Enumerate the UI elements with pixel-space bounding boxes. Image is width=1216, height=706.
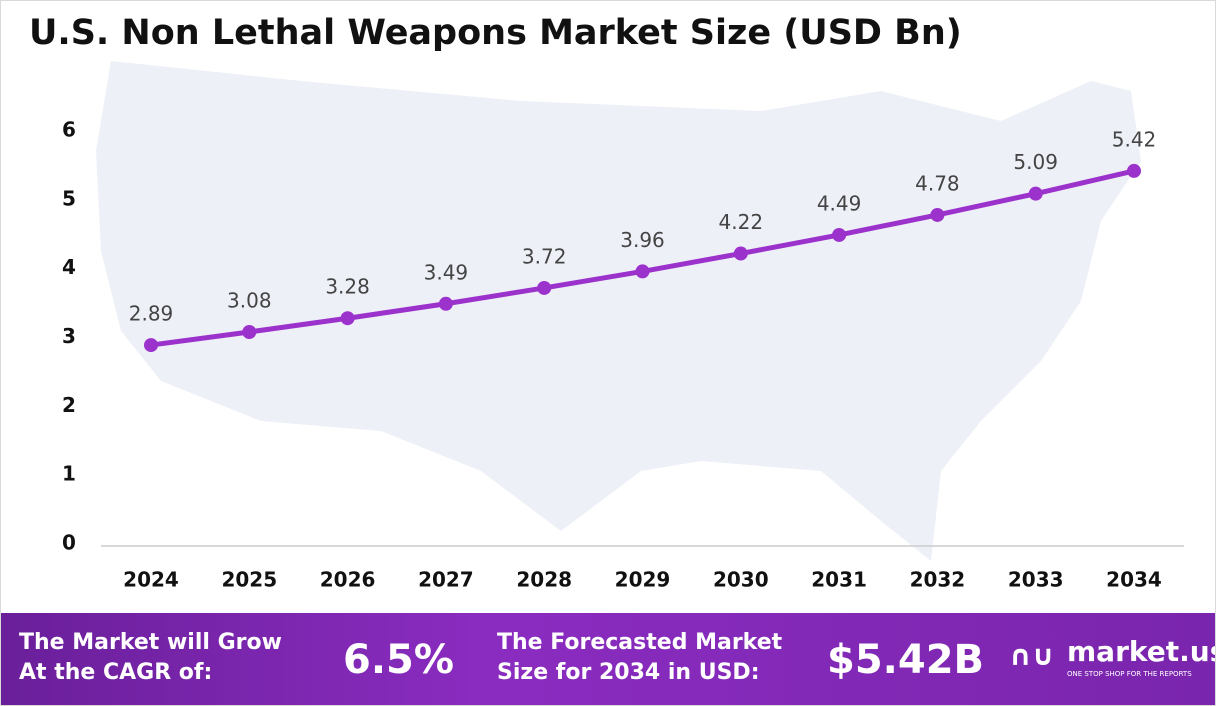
chart-title: U.S. Non Lethal Weapons Market Size (USD…: [29, 13, 962, 53]
marker: [832, 227, 847, 242]
y-tick-label: 5: [62, 186, 76, 210]
map-background: [96, 61, 1141, 561]
value-label: 3.08: [227, 288, 272, 312]
chart: U.S. Non Lethal Weapons Market Size (USD…: [29, 13, 1184, 592]
value-label: 5.09: [1013, 150, 1058, 174]
forecast-value: $5.42B: [827, 637, 985, 683]
value-label: 3.49: [424, 260, 469, 284]
forecast-text: The Forecasted Market: [497, 630, 783, 655]
x-tick-label: 2028: [516, 568, 572, 592]
y-tick-label: 4: [62, 255, 76, 279]
x-tick-label: 2033: [1008, 568, 1064, 592]
x-tick-label: 2026: [320, 568, 376, 592]
x-tick-label: 2030: [713, 568, 769, 592]
marker: [144, 338, 158, 353]
cagr-value: 6.5%: [343, 637, 454, 683]
y-tick-label: 0: [62, 531, 76, 555]
logo-tagline: ONE STOP SHOP FOR THE REPORTS: [1067, 670, 1192, 678]
value-label: 4.22: [719, 210, 764, 234]
marker: [537, 280, 552, 295]
logo: market.us: [1067, 635, 1216, 668]
footer-banner: The Market will Grow At the CAGR of: 6.5…: [1, 613, 1216, 705]
marker: [438, 296, 453, 311]
x-tick-label: 2034: [1106, 568, 1162, 592]
y-tick-label: 3: [62, 324, 76, 348]
value-label: 4.49: [817, 191, 862, 215]
logo-icon: ∩∪: [1009, 639, 1055, 672]
marker: [340, 311, 355, 326]
x-tick-label: 2024: [123, 568, 179, 592]
marker: [1028, 186, 1043, 201]
value-label: 3.28: [325, 275, 370, 299]
marker: [635, 264, 650, 279]
marker: [733, 246, 748, 261]
x-tick-label: 2031: [811, 568, 867, 592]
marker: [930, 207, 945, 222]
value-label: 4.78: [915, 171, 960, 195]
marker: [1127, 163, 1141, 178]
y-tick-label: 2: [62, 393, 76, 417]
value-label: 2.89: [129, 302, 174, 326]
value-label: 3.96: [620, 228, 665, 252]
x-tick-label: 2032: [910, 568, 966, 592]
marker: [242, 324, 257, 339]
y-tick-label: 1: [62, 462, 76, 486]
value-label: 3.72: [522, 244, 567, 268]
cagr-text: At the CAGR of:: [19, 660, 213, 685]
x-tick-label: 2025: [221, 568, 277, 592]
x-tick-label: 2029: [615, 568, 671, 592]
cagr-text: The Market will Grow: [19, 630, 282, 655]
forecast-text: Size for 2034 in USD:: [497, 660, 760, 685]
y-tick-label: 6: [62, 118, 76, 142]
value-label: 5.42: [1112, 127, 1157, 151]
x-tick-label: 2027: [418, 568, 474, 592]
